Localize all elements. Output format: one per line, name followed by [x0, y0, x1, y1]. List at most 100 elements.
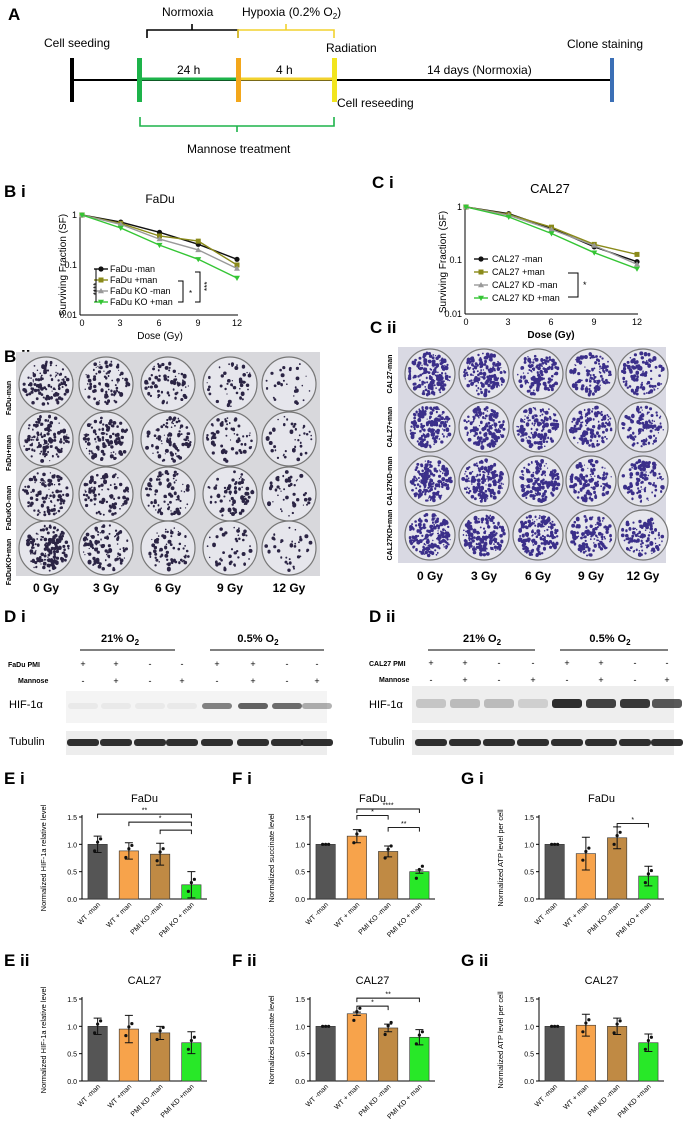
chart-eii-dot-1-2: [130, 1022, 134, 1026]
chart-ci-axes: 1 0.1 0.01 0 3 6 9 12 Dose (Gy) Survivin…: [438, 202, 642, 341]
chart-fii-dot-0-2: [327, 1024, 331, 1028]
chart-ei-xtick-1: WT + man: [105, 901, 133, 929]
dii-pmi-sign-5: +: [598, 658, 603, 668]
chart-bi-xtick-9: 9: [195, 318, 200, 328]
chart-eii-bar-2: [150, 1032, 171, 1082]
cal27-colonies-2-0: [409, 460, 453, 503]
chart-fi: FaDu 0.0 0.5 1.0 1.5 Normalized succinate lev…: [267, 793, 435, 939]
panel-cii: C ii CAL27-man CAL27+man CAL27KD-man CAL…: [370, 318, 669, 583]
chart-fii-ytick-0: 0.0: [295, 1079, 305, 1086]
chart-fii-xtick-0: WT -man: [305, 1083, 330, 1108]
chart-bi-point-0-4: [234, 256, 240, 262]
chart-eii-ytick-0: 0.0: [67, 1079, 77, 1086]
fadu-colonies-0-1: [84, 360, 131, 406]
dii-mannose-sign-6: -: [634, 675, 637, 685]
hypoxia-label: Hypoxia (0.2% O2): [242, 5, 341, 21]
chart-ei-sig-bracket-2: [159, 829, 192, 835]
chart-ci-legend-0: CAL27 -man: [492, 254, 543, 264]
dii-tubulin-band-0: [415, 739, 447, 746]
chart-fi-ytick-3: 1.5: [295, 815, 305, 822]
chart-eii-xtick-0: WT -man: [77, 1083, 102, 1108]
di-bands: [67, 703, 333, 746]
di-mannose-sign-3: +: [179, 676, 184, 686]
duration-24h: 24 h: [177, 63, 200, 77]
chart-fi-bar-0: [315, 844, 336, 900]
chart-eii-dot-3-2: [192, 1035, 196, 1039]
cal27-colonies-0-4: [621, 351, 665, 396]
di-tubulin-band-2: [134, 739, 166, 746]
chart-bi-xtick-3: 3: [117, 318, 122, 328]
fadu-row-label-1: FaDu+man: [6, 435, 13, 471]
fadu-colonies-1-3: [205, 417, 253, 463]
chart-ci-xtick-9: 9: [591, 317, 596, 327]
chart-bi-xlabel: Dose (Gy): [137, 331, 183, 342]
di-row-mannose: Mannose: [18, 678, 48, 685]
cal27-colonies-3-3: [570, 514, 613, 557]
chart-gi-bar-0: [544, 844, 565, 900]
fadu-colony-dishes: [18, 356, 317, 576]
chart-fi-dot-2-2: [389, 844, 393, 848]
cal27-dose-2: 6 Gy: [525, 569, 551, 583]
chart-ei-ytick-2: 1.0: [67, 842, 77, 849]
fadu-dish-3-3: [202, 520, 258, 576]
cal27-dose-1: 3 Gy: [471, 569, 497, 583]
panel-label-dii: D ii: [369, 607, 395, 626]
chart-ei-dot-2-1: [158, 850, 162, 854]
chart-eii-dot-1-0: [124, 1034, 128, 1038]
cal27-colonies-1-3: [568, 405, 613, 448]
di-hif-band-1: [101, 703, 131, 709]
di-pmi-sign-6: -: [286, 659, 289, 669]
chart-eii-ytick-1: 0.5: [67, 1052, 77, 1059]
chart-bi-point-3-1: [117, 225, 124, 231]
chart-eii-ylabel: Normalized HIF-1a relative level: [39, 986, 48, 1093]
chart-fii-xtick-3: PMI KD + man: [387, 1083, 424, 1120]
chart-gii-dot-2-2: [618, 1019, 622, 1023]
chart-gii-ytick-0: 0.0: [524, 1079, 534, 1086]
chart-eii-xtick-3: PMI KD +man: [160, 1083, 196, 1119]
dii-bands: [415, 699, 683, 746]
chart-gii-ylabel: Normalized ATP level per cell: [496, 991, 505, 1089]
fadu-dish-0-2: [140, 356, 196, 412]
cal27-colonies-0-2: [516, 354, 560, 396]
chart-fii-dot-3-0: [414, 1042, 418, 1046]
chart-fii-dot-1-0: [352, 1018, 356, 1022]
dii-tubulin-band-2: [483, 739, 515, 746]
chart-ei-dot-1-1: [127, 847, 131, 851]
chart-bi-point-3-2: [156, 242, 163, 249]
chart-bi-legend-marker-1: [98, 277, 104, 283]
dii-hif-band-4: [552, 699, 582, 708]
fadu-dose-3: 9 Gy: [217, 581, 243, 595]
di-o2-05: 0.5% O2: [237, 633, 279, 647]
chart-ci-ylabel: Surviving Fraction (SF): [438, 211, 449, 313]
chart-ci-ytick-1: 1: [457, 202, 462, 212]
chart-bi-ytick-1: 1: [72, 210, 77, 220]
di-pmi-sign-0: +: [80, 659, 85, 669]
di-mannose-sign-2: -: [149, 676, 152, 686]
fadu-colonies-3-3: [206, 526, 253, 572]
chart-gii: CAL27 0.0 0.5 1.0 1.5 Normalized ATP level pe…: [496, 975, 664, 1119]
mannose-bracket: [139, 117, 335, 127]
chart-eii-ytick-2: 1.0: [67, 1024, 77, 1031]
chart-eii-dot-2-0: [155, 1037, 159, 1042]
fadu-dose-1: 3 Gy: [93, 581, 119, 595]
fadu-colonies-1-1: [82, 416, 128, 461]
chart-eii-dot-3-1: [189, 1038, 193, 1043]
chart-ci-point-3-4: [634, 266, 640, 272]
chart-ei-dot-1-0: [124, 855, 128, 860]
radiation-label: Radiation: [326, 41, 377, 55]
dii-mannose-sign-0: -: [430, 675, 433, 685]
dii-hif-band-5: [586, 699, 616, 708]
chart-gi-dot-2-0: [612, 842, 616, 846]
chart-ei-dot-3-1: [189, 881, 193, 885]
chart-gii-dot-2-1: [615, 1022, 619, 1026]
di-tubulin-band-5: [237, 739, 269, 746]
chart-bi-point-2-3: [195, 246, 202, 253]
panel-label-fi: F i: [232, 769, 252, 788]
chart-gi-ytick-3: 1.5: [524, 815, 534, 822]
chart-ci-point-2-4: [634, 261, 640, 267]
chart-fii-dot-3-1: [417, 1033, 421, 1037]
chart-gi-errorbar-1: [581, 836, 590, 871]
dii-tubulin-band-6: [619, 739, 651, 746]
chart-fii-dot-2-2: [389, 1020, 393, 1025]
chart-gi-dot-0-1: [553, 842, 557, 846]
